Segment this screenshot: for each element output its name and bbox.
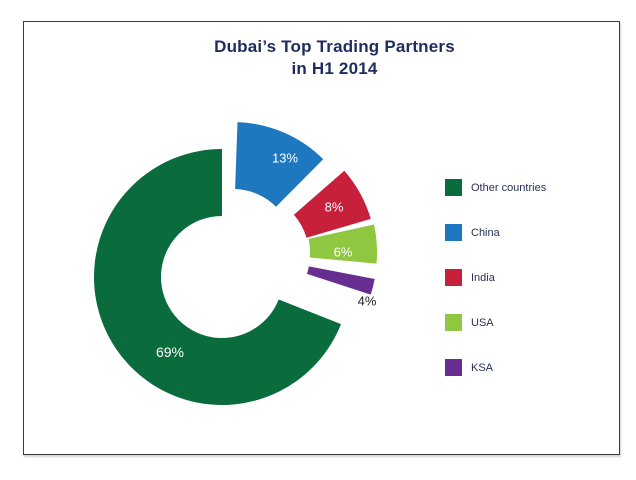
pie-label-usa: 6% bbox=[334, 245, 353, 260]
pie-slice-ksa bbox=[307, 266, 375, 295]
legend-label-other-countries: Other countries bbox=[471, 181, 547, 194]
legend-item-usa: USA bbox=[445, 314, 546, 331]
chart-title-line1: Dubai’s Top Trading Partners bbox=[214, 37, 455, 56]
legend-swatch-usa bbox=[445, 314, 462, 331]
pie-label-other-countries: 69% bbox=[156, 344, 184, 360]
legend-label-ksa: KSA bbox=[471, 361, 494, 374]
legend-label-usa: USA bbox=[471, 316, 494, 329]
chart-legend: Other countries China India USA KSA bbox=[445, 179, 546, 404]
legend-label-india: India bbox=[471, 271, 495, 284]
legend-swatch-ksa bbox=[445, 359, 462, 376]
legend-item-china: China bbox=[445, 224, 546, 241]
pie-label-ksa: 4% bbox=[358, 294, 377, 309]
pie-slice-usa bbox=[308, 224, 378, 264]
chart-title: Dubai’s Top Trading Partners in H1 2014 bbox=[24, 36, 619, 81]
legend-swatch-china bbox=[445, 224, 462, 241]
legend-item-india: India bbox=[445, 269, 546, 286]
legend-swatch-india bbox=[445, 269, 462, 286]
legend-item-ksa: KSA bbox=[445, 359, 546, 376]
pie-slice-china bbox=[235, 122, 324, 207]
legend-label-china: China bbox=[471, 226, 500, 239]
pie-label-china: 13% bbox=[272, 151, 298, 166]
pie-label-india: 8% bbox=[325, 200, 344, 215]
pie-slice-other-countries bbox=[93, 149, 341, 405]
legend-swatch-other-countries bbox=[445, 179, 462, 196]
legend-item-other-countries: Other countries bbox=[445, 179, 546, 196]
chart-title-line2: in H1 2014 bbox=[291, 59, 378, 79]
pie-slice-india bbox=[293, 170, 371, 238]
